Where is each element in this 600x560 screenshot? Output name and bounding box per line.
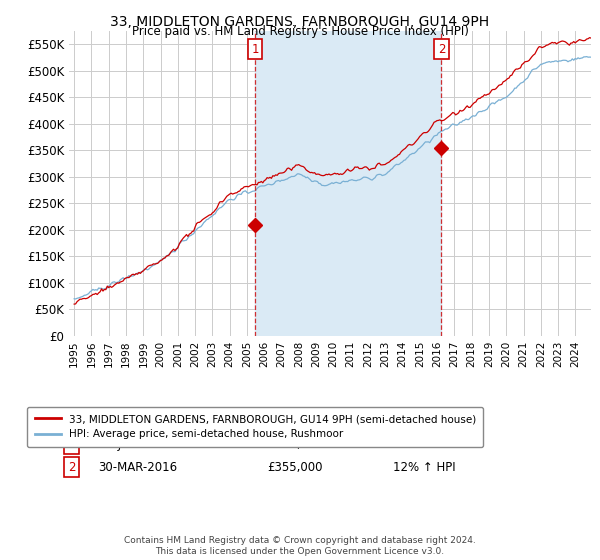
Text: £355,000: £355,000: [268, 461, 323, 474]
Legend: 33, MIDDLETON GARDENS, FARNBOROUGH, GU14 9PH (semi-detached house), HPI: Average: 33, MIDDLETON GARDENS, FARNBOROUGH, GU14…: [27, 407, 484, 447]
Text: Price paid vs. HM Land Registry's House Price Index (HPI): Price paid vs. HM Land Registry's House …: [131, 25, 469, 38]
Text: 12% ↑ HPI: 12% ↑ HPI: [392, 461, 455, 474]
Text: 20-JUN-2005: 20-JUN-2005: [98, 438, 172, 451]
Text: 1: 1: [251, 43, 259, 56]
Text: 6% ↑ HPI: 6% ↑ HPI: [392, 438, 448, 451]
Text: 2: 2: [68, 461, 76, 474]
Text: £209,950: £209,950: [268, 438, 323, 451]
Text: 33, MIDDLETON GARDENS, FARNBOROUGH, GU14 9PH: 33, MIDDLETON GARDENS, FARNBOROUGH, GU14…: [110, 15, 490, 29]
Text: 30-MAR-2016: 30-MAR-2016: [98, 461, 177, 474]
Text: Contains HM Land Registry data © Crown copyright and database right 2024.
This d: Contains HM Land Registry data © Crown c…: [124, 536, 476, 556]
Bar: [255, 31, 442, 336]
Text: 1: 1: [68, 438, 76, 451]
Text: 2: 2: [438, 43, 445, 56]
